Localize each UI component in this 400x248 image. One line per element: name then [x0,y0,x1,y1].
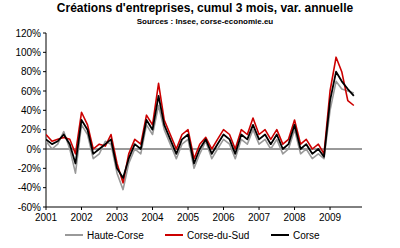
chart: Créations d'entreprises, cumul 3 mois, v… [0,0,400,248]
title: Créations d'entreprises, cumul 3 mois, v… [57,1,354,15]
series-line [46,57,354,183]
subtitle: Sources : Insee, corse-economie.eu [137,17,274,26]
y-tick-label: 100% [15,47,41,58]
y-tick-label: 20% [21,124,41,135]
y-tick-label: 40% [21,105,41,116]
y-tick-label: -60% [18,202,41,213]
x-tick-label: 2003 [106,212,129,223]
legend-swatch [271,234,289,236]
x-tick-label: 2009 [319,212,342,223]
legend-swatch [165,234,183,236]
y-tick-label: 0% [27,144,42,155]
x-tick-label: 2002 [70,212,93,223]
legend-label: Corse-du-Sud [187,230,249,241]
x-tick-label: 2004 [141,212,164,223]
y-tick-label: 80% [21,66,41,77]
x-tick-label: 2008 [283,212,306,223]
y-tick-label: -40% [18,182,41,193]
legend-label: Corse [293,230,320,241]
plot-area [46,57,354,189]
series-line [46,81,354,189]
x-tick-label: 2001 [35,212,58,223]
y-tick-label: -20% [18,163,41,174]
y-tick-label: 120% [15,28,41,39]
legend: Haute-Corse Corse-du-Sud Corse [65,230,320,241]
x-axis [46,207,362,208]
y-tick-label: 60% [21,86,41,97]
series-line [46,72,354,178]
legend-swatch [65,234,83,236]
x-tick-label: 2005 [177,212,200,223]
x-tick-label: 2007 [248,212,271,223]
legend-label: Haute-Corse [87,230,144,241]
x-tick-label: 2006 [212,212,235,223]
y-axis [46,33,47,207]
